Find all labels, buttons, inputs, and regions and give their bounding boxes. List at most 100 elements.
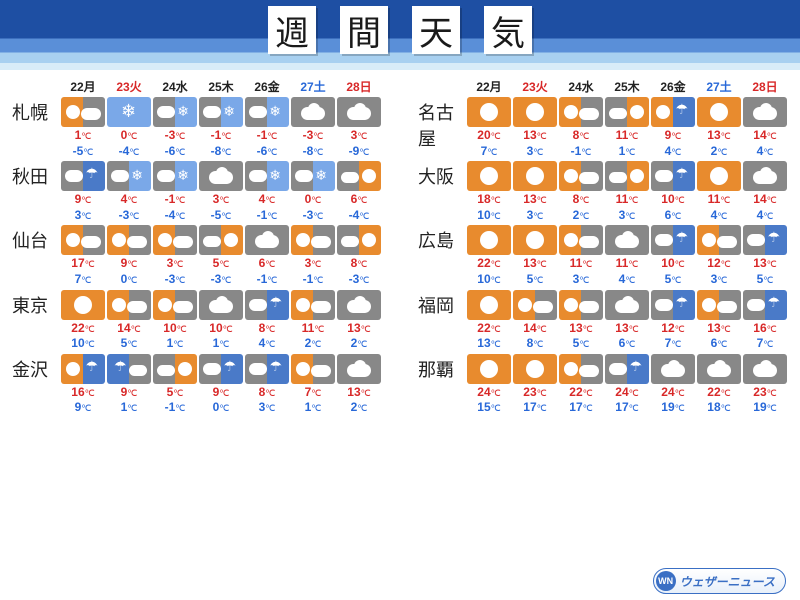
temp-low: 4℃ (742, 144, 788, 160)
forecast-cell[interactable]: 3℃-5℃ (198, 161, 244, 223)
forecast-cell[interactable]: 10℃5℃ (650, 225, 696, 287)
forecast-cell[interactable]: 12℃3℃ (696, 225, 742, 287)
city-block: 秋田9℃3℃4℃-3℃-1℃-4℃3℃-5℃4℃-1℃0℃-3℃6℃-4℃ (12, 161, 382, 223)
city-name: 札幌 (12, 97, 60, 125)
forecast-cell[interactable]: 11℃3℃ (604, 161, 650, 223)
forecast-cell[interactable]: 9℃0℃ (198, 354, 244, 416)
forecast-cell[interactable]: 13℃5℃ (558, 290, 604, 352)
forecast-cell[interactable]: 16℃7℃ (742, 290, 788, 352)
forecast-cell[interactable]: 9℃3℃ (60, 161, 106, 223)
forecast-cell[interactable]: 5℃-3℃ (198, 225, 244, 287)
temp-high: 10℃ (198, 321, 244, 337)
forecast-cell[interactable]: 5℃-1℃ (152, 354, 198, 416)
forecast-cell[interactable]: 4℃-3℃ (106, 161, 152, 223)
forecast-cell[interactable]: 0℃-3℃ (290, 161, 336, 223)
forecast-cell[interactable]: 14℃5℃ (106, 290, 152, 352)
temp-low: -6℃ (152, 144, 198, 160)
temp-high: 8℃ (558, 128, 604, 144)
forecast-cell[interactable]: 18℃10℃ (466, 161, 512, 223)
forecast-cell[interactable]: 14℃8℃ (512, 290, 558, 352)
forecast-cell[interactable]: 11℃4℃ (604, 225, 650, 287)
weather-icon (337, 290, 381, 320)
temp-high: -3℃ (290, 128, 336, 144)
forecast-cell[interactable]: 24℃15℃ (466, 354, 512, 416)
forecast-cell[interactable]: 22℃13℃ (466, 290, 512, 352)
forecast-cell[interactable]: 11℃1℃ (604, 97, 650, 159)
temp-high: 11℃ (604, 256, 650, 272)
weather-icon (107, 225, 151, 255)
forecast-cell[interactable]: 13℃3℃ (512, 161, 558, 223)
weather-icon (153, 225, 197, 255)
city-name: 金沢 (12, 354, 60, 382)
forecast-cell[interactable]: 17℃7℃ (60, 225, 106, 287)
forecast-cell[interactable]: 14℃4℃ (742, 161, 788, 223)
forecast-cell[interactable]: 6℃-4℃ (336, 161, 382, 223)
forecast-cell[interactable]: 13℃3℃ (512, 97, 558, 159)
temp-low: -5℃ (198, 208, 244, 224)
forecast-cell[interactable]: 8℃-1℃ (558, 97, 604, 159)
temp-low: 13℃ (466, 336, 512, 352)
forecast-cell[interactable]: 24℃17℃ (604, 354, 650, 416)
forecast-cell[interactable]: 16℃9℃ (60, 354, 106, 416)
temp-high: 13℃ (604, 321, 650, 337)
forecast-cell[interactable]: 13℃5℃ (742, 225, 788, 287)
forecast-cell[interactable]: 6℃-1℃ (244, 225, 290, 287)
forecast-cell[interactable]: 13℃6℃ (696, 290, 742, 352)
forecast-cell[interactable]: 3℃-3℃ (152, 225, 198, 287)
forecast-cell[interactable]: 8℃4℃ (244, 290, 290, 352)
forecast-cell[interactable]: 20℃7℃ (466, 97, 512, 159)
forecast-cell[interactable]: 10℃1℃ (198, 290, 244, 352)
forecast-cell[interactable]: 12℃7℃ (650, 290, 696, 352)
forecast-cell[interactable]: 13℃5℃ (512, 225, 558, 287)
forecast-cell[interactable]: 14℃4℃ (742, 97, 788, 159)
forecast-cell[interactable]: -3℃-8℃ (290, 97, 336, 159)
forecast-cell[interactable]: 8℃-3℃ (336, 225, 382, 287)
forecast-cell[interactable]: 13℃2℃ (336, 290, 382, 352)
forecast-cell[interactable]: 10℃1℃ (152, 290, 198, 352)
weather-icon (61, 290, 105, 320)
weather-icon (61, 354, 105, 384)
forecast-cell[interactable]: 23℃17℃ (512, 354, 558, 416)
forecast-cells: 22℃10℃14℃5℃10℃1℃10℃1℃8℃4℃11℃2℃13℃2℃ (60, 290, 382, 352)
forecast-cell[interactable]: 8℃2℃ (558, 161, 604, 223)
forecast-row: 那覇24℃15℃23℃17℃22℃17℃24℃17℃24℃19℃22℃18℃23… (418, 354, 788, 416)
forecast-cell[interactable]: 22℃10℃ (466, 225, 512, 287)
temp-low: 2℃ (696, 144, 742, 160)
forecast-cell[interactable]: -3℃-6℃ (152, 97, 198, 159)
forecast-cell[interactable]: 11℃4℃ (696, 161, 742, 223)
forecast-cell[interactable]: 13℃2℃ (696, 97, 742, 159)
weather-icon (467, 161, 511, 191)
weather-icon (107, 97, 151, 127)
forecast-cell[interactable]: 11℃3℃ (558, 225, 604, 287)
forecast-cell[interactable]: 10℃6℃ (650, 161, 696, 223)
forecast-cell[interactable]: 7℃1℃ (290, 354, 336, 416)
forecast-cell[interactable]: 23℃19℃ (742, 354, 788, 416)
day-label: 26金 (650, 78, 696, 95)
temp-high: 4℃ (244, 192, 290, 208)
forecast-cell[interactable]: -1℃-6℃ (244, 97, 290, 159)
temp-low: 1℃ (106, 400, 152, 416)
forecast-cell[interactable]: 22℃17℃ (558, 354, 604, 416)
forecast-cell[interactable]: 9℃4℃ (650, 97, 696, 159)
forecast-cell[interactable]: -1℃-4℃ (152, 161, 198, 223)
forecast-cell[interactable]: 4℃-1℃ (244, 161, 290, 223)
brand-badge[interactable]: WN ウェザーニュース (653, 568, 786, 594)
temp-low: -1℃ (290, 272, 336, 288)
forecast-cell[interactable]: 13℃2℃ (336, 354, 382, 416)
forecast-cell[interactable]: 9℃0℃ (106, 225, 152, 287)
forecast-cell[interactable]: -1℃-8℃ (198, 97, 244, 159)
forecast-cell[interactable]: 0℃-4℃ (106, 97, 152, 159)
forecast-cell[interactable]: 3℃-9℃ (336, 97, 382, 159)
forecast-cell[interactable]: 22℃10℃ (60, 290, 106, 352)
forecast-cell[interactable]: 3℃-1℃ (290, 225, 336, 287)
temp-high: 9℃ (60, 192, 106, 208)
forecast-cell[interactable]: 1℃-5℃ (60, 97, 106, 159)
forecast-cell[interactable]: 9℃1℃ (106, 354, 152, 416)
forecast-cell[interactable]: 22℃18℃ (696, 354, 742, 416)
forecast-cell[interactable]: 13℃6℃ (604, 290, 650, 352)
forecast-row: 広島22℃10℃13℃5℃11℃3℃11℃4℃10℃5℃12℃3℃13℃5℃ (418, 225, 788, 287)
forecast-cell[interactable]: 24℃19℃ (650, 354, 696, 416)
weather-icon (199, 290, 243, 320)
forecast-cell[interactable]: 8℃3℃ (244, 354, 290, 416)
forecast-cell[interactable]: 11℃2℃ (290, 290, 336, 352)
